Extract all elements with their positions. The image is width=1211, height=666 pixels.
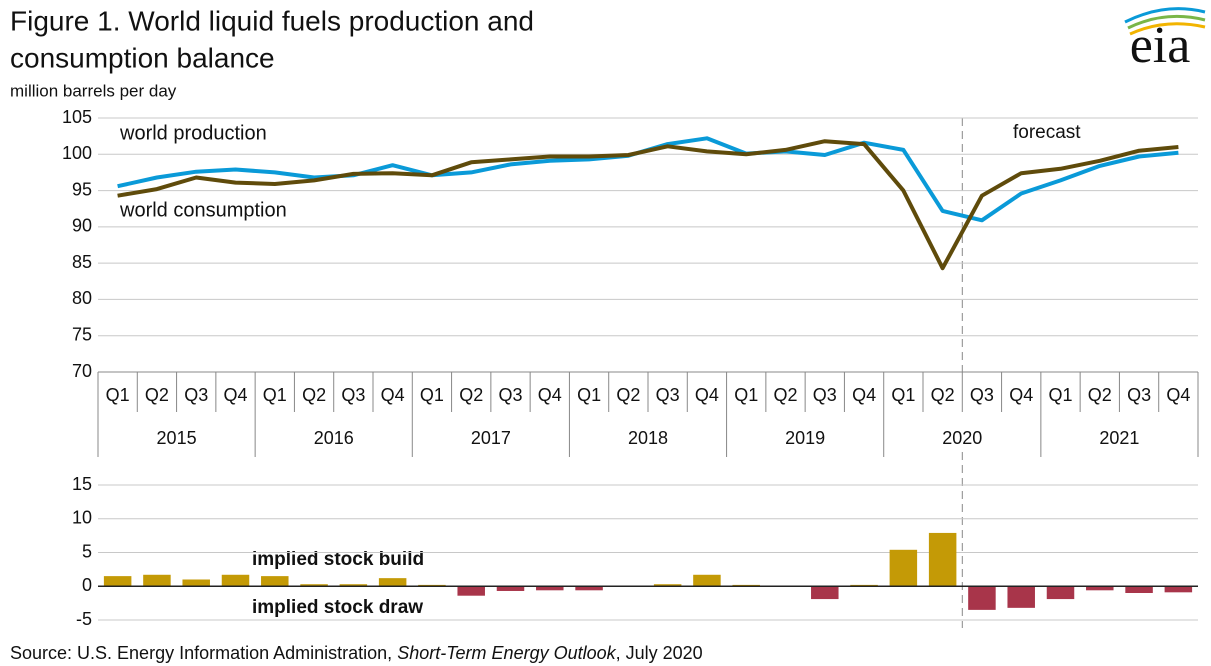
bar	[968, 586, 996, 610]
bar	[575, 586, 603, 591]
y-tick-label: 90	[72, 216, 92, 236]
group-label: 2020	[942, 428, 982, 448]
x-tick-label: Q1	[420, 385, 444, 405]
x-tick-label: Q4	[381, 385, 405, 405]
x-tick-label: Q2	[145, 385, 169, 405]
bar	[182, 579, 210, 587]
source-text: Source: U.S. Energy Information Administ…	[10, 643, 397, 663]
x-tick-label: Q1	[891, 385, 915, 405]
bar	[811, 586, 839, 600]
x-tick-label: Q3	[970, 385, 994, 405]
line	[117, 139, 1179, 271]
bar	[378, 578, 407, 587]
x-tick-label: Q2	[1088, 385, 1112, 405]
bar	[1007, 586, 1035, 608]
y-tick-label: 5	[82, 541, 92, 561]
chart-title: consumption balance	[10, 42, 275, 73]
x-tick-label: Q1	[106, 385, 130, 405]
bar	[653, 584, 682, 587]
x-tick-label: Q4	[223, 385, 247, 405]
y-tick-label: 95	[72, 179, 92, 199]
annotation: implied stock build	[252, 549, 424, 570]
y-axis-label: million barrels per day	[10, 81, 177, 100]
bar	[103, 576, 132, 587]
bar	[1125, 586, 1153, 593]
y-tick-label: 15	[72, 474, 92, 494]
group-label: 2015	[157, 428, 197, 448]
group-label: 2016	[314, 428, 354, 448]
bar	[889, 549, 918, 587]
y-tick-label: 10	[72, 508, 92, 528]
bar	[693, 574, 721, 587]
group-label: 2017	[471, 428, 511, 448]
bar	[1164, 586, 1193, 593]
x-tick-label: Q3	[1127, 385, 1151, 405]
x-tick-label: Q2	[931, 385, 955, 405]
y-tick-label: -5	[76, 609, 92, 629]
series-label: world production	[119, 122, 267, 144]
x-tick-label: Q1	[263, 385, 287, 405]
bar	[536, 586, 564, 591]
x-tick-label: Q1	[577, 385, 601, 405]
bar	[339, 584, 368, 587]
chart-title: Figure 1. World liquid fuels production …	[10, 5, 534, 36]
x-tick-label: Q4	[538, 385, 562, 405]
y-tick-label: 70	[72, 361, 92, 381]
x-tick-label: Q2	[616, 385, 640, 405]
logo: eia	[1124, 7, 1206, 74]
x-tick-label: Q2	[773, 385, 797, 405]
group-label: 2018	[628, 428, 668, 448]
x-tick-label: Q1	[1048, 385, 1072, 405]
source: Source: U.S. Energy Information Administ…	[10, 643, 703, 663]
y-tick-label: 100	[62, 143, 92, 163]
bar	[1086, 586, 1114, 591]
bar	[300, 584, 328, 587]
bar	[496, 586, 525, 591]
y-tick-label: 85	[72, 252, 92, 272]
y-tick-label: 75	[72, 324, 92, 344]
x-tick-label: Q3	[656, 385, 680, 405]
y-tick-label: 0	[82, 575, 92, 595]
group-label: 2021	[1099, 428, 1139, 448]
y-tick-label: 105	[62, 107, 92, 127]
group-label: 2019	[785, 428, 825, 448]
x-tick-label: Q4	[1009, 385, 1033, 405]
x-tick-label: Q2	[459, 385, 483, 405]
y-tick-label: 80	[72, 288, 92, 308]
x-tick-label: Q3	[498, 385, 522, 405]
bar	[928, 532, 957, 587]
logo-text: eia	[1130, 17, 1191, 74]
bar	[457, 586, 485, 596]
bar	[261, 576, 289, 587]
annotation: forecast	[1013, 122, 1081, 143]
bar	[143, 574, 171, 587]
x-tick-label: Q4	[1166, 385, 1190, 405]
x-tick-label: Q3	[341, 385, 365, 405]
source-text: , July 2020	[616, 643, 703, 663]
bar	[1046, 586, 1075, 600]
x-tick-label: Q3	[813, 385, 837, 405]
series-label: world consumption	[119, 199, 287, 221]
bar	[221, 574, 250, 587]
annotation: implied stock draw	[252, 597, 423, 618]
x-tick-label: Q3	[184, 385, 208, 405]
x-tick-label: Q2	[302, 385, 326, 405]
x-tick-label: Q4	[852, 385, 876, 405]
source-text: Short-Term Energy Outlook	[397, 643, 616, 663]
x-tick-label: Q1	[734, 385, 758, 405]
x-tick-label: Q4	[695, 385, 719, 405]
